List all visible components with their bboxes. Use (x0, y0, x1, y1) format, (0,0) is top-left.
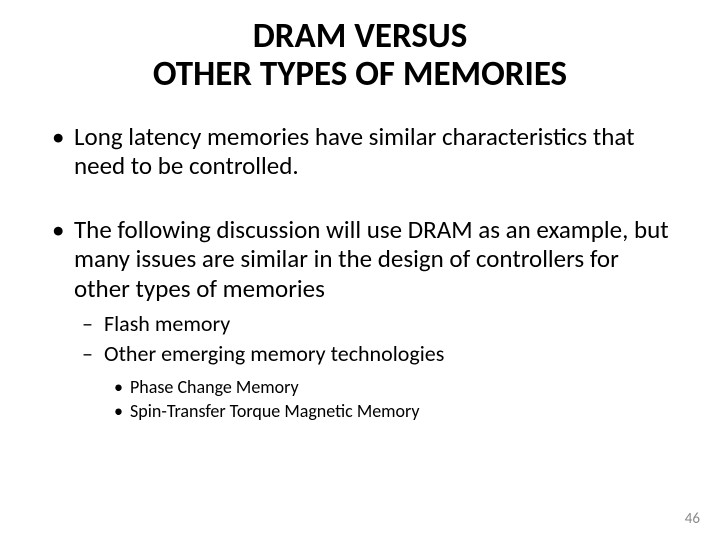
bullet-text: Other emerging memory technologies (104, 340, 444, 367)
bullet-text: The following discussion will use DRAM a… (74, 214, 669, 304)
bullet-text: Spin-Transfer Torque Magnetic Memory (130, 400, 420, 422)
bullet-list-lvl3: Phase Change Memory Spin-Transfer Torque… (104, 376, 680, 423)
bullet-text: Long latency memories have similar chara… (74, 121, 634, 182)
list-item: Other emerging memory technologies Phase… (74, 341, 680, 422)
slide-title: DRAM VERSUS OTHER TYPES OF MEMORIES (40, 18, 680, 94)
list-item: Flash memory (74, 311, 680, 337)
slide: DRAM VERSUS OTHER TYPES OF MEMORIES Long… (0, 0, 720, 540)
page-number: 46 (685, 510, 700, 528)
list-item: Phase Change Memory (104, 376, 680, 399)
bullet-list-lvl2: Flash memory Other emerging memory techn… (74, 311, 680, 423)
bullet-text: Phase Change Memory (130, 376, 299, 398)
list-item: Long latency memories have similar chara… (40, 122, 680, 181)
bullet-list-lvl1: Long latency memories have similar chara… (40, 122, 680, 423)
title-line-1: DRAM VERSUS (40, 18, 680, 56)
bullet-text: Flash memory (104, 310, 230, 337)
slide-content: Long latency memories have similar chara… (40, 122, 680, 423)
title-line-2: OTHER TYPES OF MEMORIES (40, 56, 680, 94)
list-item: Spin-Transfer Torque Magnetic Memory (104, 400, 680, 423)
list-item: The following discussion will use DRAM a… (40, 215, 680, 423)
